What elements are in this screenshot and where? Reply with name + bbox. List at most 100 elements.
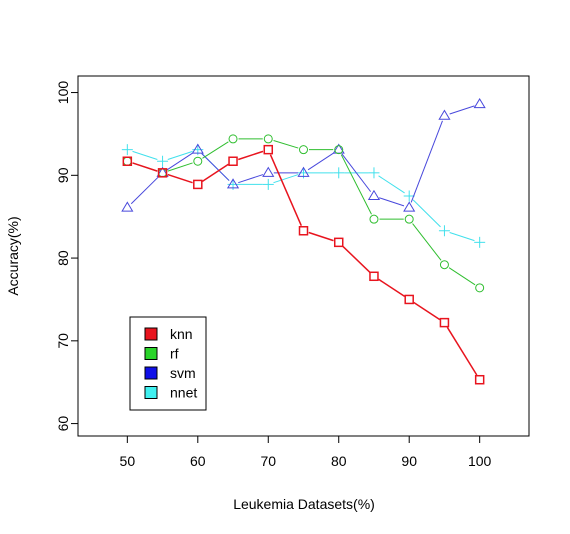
series-segment xyxy=(273,174,299,184)
data-point xyxy=(474,236,486,248)
series-nnet xyxy=(121,144,486,248)
data-point xyxy=(228,156,238,166)
legend-label-svm: svm xyxy=(170,365,196,381)
data-point xyxy=(403,190,415,202)
data-point xyxy=(403,201,416,212)
data-point xyxy=(193,156,203,166)
series-segment xyxy=(341,153,372,192)
data-point xyxy=(122,156,132,166)
data-point xyxy=(439,317,450,328)
data-point xyxy=(368,167,380,179)
y-axis-label: Accuracy(%) xyxy=(5,216,21,295)
series-segment xyxy=(201,163,229,183)
series-segment xyxy=(202,141,229,159)
series-segment xyxy=(166,152,194,171)
x-tick-label: 50 xyxy=(120,453,136,469)
x-axis: 50 60 70 80 90 100 xyxy=(120,435,492,469)
series-segment xyxy=(410,120,443,203)
data-point xyxy=(367,189,381,200)
data-point xyxy=(193,179,203,190)
series-segment xyxy=(412,223,442,261)
series-segment xyxy=(448,267,476,286)
data-point xyxy=(404,294,414,305)
x-tick-label: 90 xyxy=(401,453,417,469)
data-point xyxy=(191,143,204,154)
series-segment xyxy=(412,199,441,228)
series-segment xyxy=(273,140,299,149)
legend-label-knn: knn xyxy=(170,326,193,342)
legend-swatch-knn xyxy=(144,327,158,341)
legend-label-nnet: nnet xyxy=(170,385,197,401)
data-point xyxy=(298,226,309,236)
series-rf xyxy=(122,134,485,293)
series-layer xyxy=(121,97,486,385)
data-point xyxy=(439,260,449,270)
y-tick-label: 60 xyxy=(55,416,71,432)
data-point xyxy=(299,145,308,155)
data-point xyxy=(474,374,485,385)
y-tick-label: 70 xyxy=(55,333,71,349)
series-segment xyxy=(167,173,193,184)
data-point xyxy=(157,168,168,178)
data-point xyxy=(473,97,486,109)
x-tick-label: 60 xyxy=(190,453,206,469)
series-segment xyxy=(269,154,302,227)
y-axis: 60 70 80 90 100 xyxy=(55,81,79,432)
data-point xyxy=(121,201,134,212)
data-point xyxy=(438,109,451,120)
data-point xyxy=(226,178,240,189)
data-point xyxy=(263,144,274,155)
data-point xyxy=(262,166,275,177)
series-segment xyxy=(238,174,264,184)
legend: knn rf svm nnet xyxy=(129,316,207,411)
series-segment xyxy=(378,175,405,194)
data-point xyxy=(404,214,414,224)
series-segment xyxy=(378,278,406,298)
series-segment xyxy=(201,153,230,181)
series-segment xyxy=(449,105,475,115)
data-point xyxy=(228,134,238,144)
series-segment xyxy=(449,232,475,242)
x-tick-label: 70 xyxy=(260,453,276,469)
series-segment xyxy=(342,245,371,274)
legend-box xyxy=(129,316,207,411)
series-segment xyxy=(167,162,193,172)
data-point xyxy=(262,178,274,190)
data-point xyxy=(369,271,379,282)
data-point xyxy=(297,166,310,177)
legend-label-rf: rf xyxy=(170,346,179,362)
x-axis-label: Leukemia Datasets(%) xyxy=(233,496,375,512)
legend-swatch-nnet xyxy=(144,386,158,399)
data-point xyxy=(157,155,169,167)
data-point xyxy=(333,237,344,248)
series-segment xyxy=(308,231,334,242)
legend-swatch-rf xyxy=(144,347,158,360)
series-segment xyxy=(130,176,159,205)
legend-swatch-svm xyxy=(144,366,158,380)
series-segment xyxy=(379,197,405,207)
data-point xyxy=(333,167,345,179)
series-segment xyxy=(132,162,158,172)
x-tick-label: 80 xyxy=(331,453,347,469)
data-point xyxy=(121,144,133,156)
y-tick-label: 80 xyxy=(55,250,71,266)
data-point xyxy=(263,134,273,144)
data-point xyxy=(369,214,379,224)
series-segment xyxy=(238,150,264,161)
x-tick-label: 100 xyxy=(468,453,492,469)
series-svm xyxy=(121,97,486,212)
y-tick-label: 100 xyxy=(55,81,71,105)
series-knn xyxy=(122,144,485,385)
series-segment xyxy=(167,150,193,160)
series-segment xyxy=(340,154,372,215)
y-tick-label: 90 xyxy=(55,167,71,183)
data-point xyxy=(438,225,450,237)
data-point xyxy=(475,283,485,293)
series-segment xyxy=(307,152,335,171)
data-point xyxy=(122,156,133,166)
series-segment xyxy=(446,326,478,376)
series-segment xyxy=(132,150,158,160)
data-point xyxy=(334,145,344,155)
series-segment xyxy=(413,301,441,321)
